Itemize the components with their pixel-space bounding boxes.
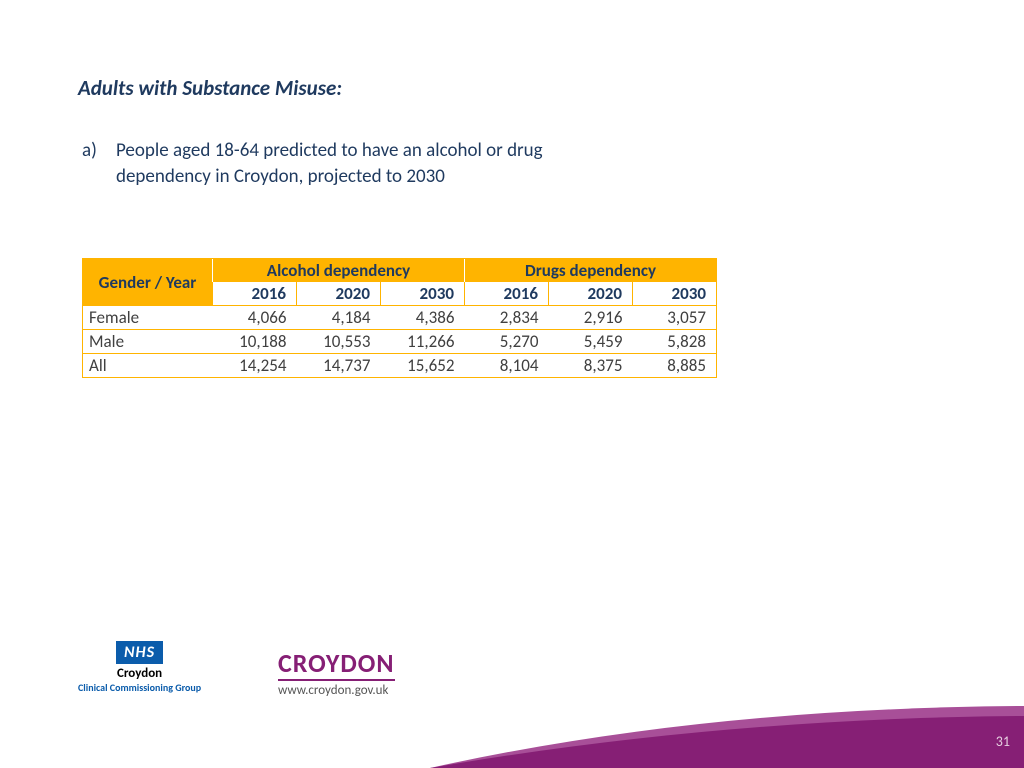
nhs-sub: Clinical Commissioning Group bbox=[78, 681, 201, 694]
slide: Adults with Substance Misuse: a) People … bbox=[0, 0, 1024, 768]
cell: 10,553 bbox=[297, 330, 381, 354]
subtitle: a) People aged 18-64 predicted to have a… bbox=[82, 138, 602, 189]
table-row: All 14,254 14,737 15,652 8,104 8,375 8,8… bbox=[83, 354, 717, 378]
group-header-drugs: Drugs dependency bbox=[465, 259, 717, 283]
slide-title: Adults with Substance Misuse: bbox=[78, 75, 342, 101]
cell: 4,386 bbox=[381, 306, 465, 330]
year-header: 2016 bbox=[213, 282, 297, 306]
nhs-name: Croydon bbox=[78, 666, 201, 681]
cell: 8,375 bbox=[549, 354, 633, 378]
cell: 2,834 bbox=[465, 306, 549, 330]
croydon-name: CROYDON bbox=[278, 647, 395, 679]
nhs-box: NHS bbox=[116, 641, 163, 664]
table-row: Female 4,066 4,184 4,386 2,834 2,916 3,0… bbox=[83, 306, 717, 330]
year-header: 2020 bbox=[549, 282, 633, 306]
footer: NHS Croydon Clinical Commissioning Group… bbox=[0, 648, 1024, 768]
croydon-logo: CROYDON www.croydon.gov.uk bbox=[278, 647, 395, 698]
dependency-table: Gender / Year Alcohol dependency Drugs d… bbox=[82, 258, 717, 378]
cell: 11,266 bbox=[381, 330, 465, 354]
corner-header: Gender / Year bbox=[83, 259, 213, 306]
cell: 4,184 bbox=[297, 306, 381, 330]
nhs-logo: NHS Croydon Clinical Commissioning Group bbox=[78, 641, 201, 694]
group-header-alcohol: Alcohol dependency bbox=[213, 259, 465, 283]
subtitle-text: People aged 18-64 predicted to have an a… bbox=[116, 138, 602, 189]
cell: 15,652 bbox=[381, 354, 465, 378]
cell: 14,254 bbox=[213, 354, 297, 378]
year-header: 2020 bbox=[297, 282, 381, 306]
cell: 5,270 bbox=[465, 330, 549, 354]
year-header: 2030 bbox=[633, 282, 717, 306]
cell: 5,459 bbox=[549, 330, 633, 354]
cell: 2,916 bbox=[549, 306, 633, 330]
cell: 8,885 bbox=[633, 354, 717, 378]
cell: 14,737 bbox=[297, 354, 381, 378]
year-header: 2016 bbox=[465, 282, 549, 306]
row-label: All bbox=[83, 354, 213, 378]
page-number: 31 bbox=[996, 733, 1010, 750]
year-header: 2030 bbox=[381, 282, 465, 306]
cell: 5,828 bbox=[633, 330, 717, 354]
row-label: Female bbox=[83, 306, 213, 330]
cell: 10,188 bbox=[213, 330, 297, 354]
croydon-url: www.croydon.gov.uk bbox=[278, 679, 395, 698]
swoosh-graphic bbox=[0, 698, 1024, 768]
table-header-row-1: Gender / Year Alcohol dependency Drugs d… bbox=[83, 259, 717, 283]
row-label: Male bbox=[83, 330, 213, 354]
list-marker: a) bbox=[82, 138, 116, 189]
cell: 3,057 bbox=[633, 306, 717, 330]
cell: 4,066 bbox=[213, 306, 297, 330]
table-row: Male 10,188 10,553 11,266 5,270 5,459 5,… bbox=[83, 330, 717, 354]
cell: 8,104 bbox=[465, 354, 549, 378]
